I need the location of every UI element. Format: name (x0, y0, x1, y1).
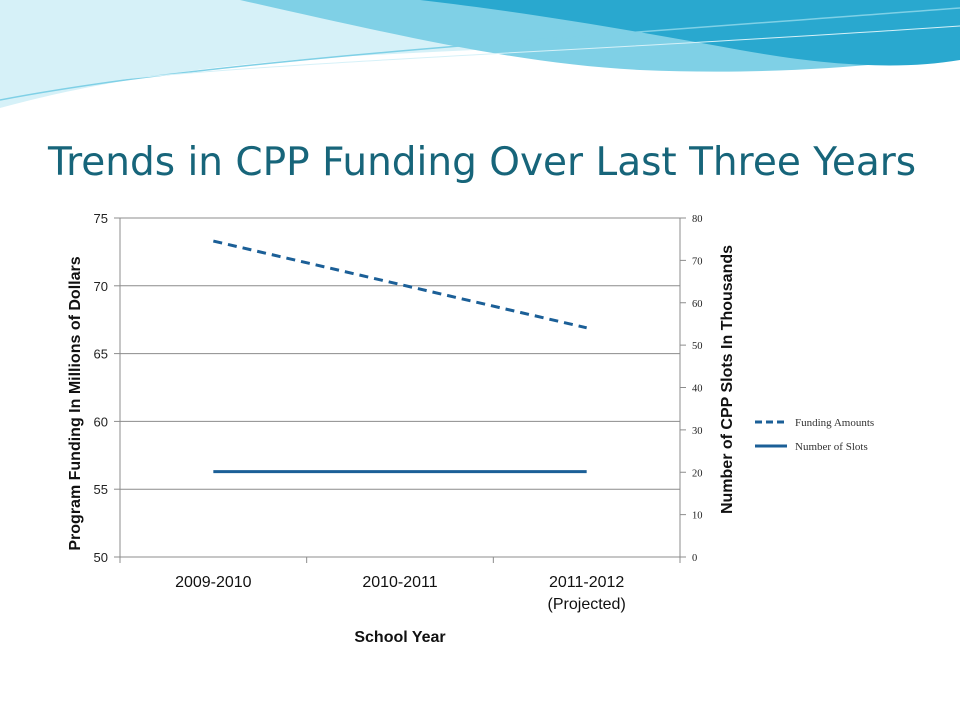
left-axis-tick-label: 70 (94, 279, 108, 294)
right-axis-tick-label: 10 (692, 511, 703, 522)
left-axis-tick-label: 60 (94, 414, 108, 429)
header-swoosh-decoration (0, 0, 960, 108)
right-axis-tick-label: 50 (692, 341, 703, 352)
right-axis-tick-label: 40 (692, 384, 703, 395)
x-axis-title: School Year (354, 629, 445, 646)
right-axis-tick-label: 60 (692, 299, 703, 310)
right-axis-tick-label: 20 (692, 468, 703, 479)
left-axis-tick-label: 50 (94, 550, 108, 565)
left-axis-tick-label: 75 (94, 211, 108, 226)
left-axis-tick-label: 65 (94, 347, 108, 362)
left-axis-tick-label: 55 (94, 482, 108, 497)
right-axis-tick-label: 80 (692, 214, 703, 225)
right-axis-title: Number of CPP Slots In Thousands (719, 245, 736, 514)
left-axis-title: Program Funding In Millions of Dollars (67, 256, 84, 550)
x-axis-category-label: 2011-2012 (Projected) (548, 574, 626, 613)
legend-label: Number of Slots (795, 441, 868, 453)
right-axis-tick-label: 70 (692, 256, 703, 267)
x-axis-category-label: 2010-2011 (362, 574, 437, 591)
right-axis-tick-label: 30 (692, 426, 703, 437)
series-line-funding-amounts (212, 239, 588, 330)
x-axis-category-label: 2009-2010 (175, 574, 252, 591)
slide-title: Trends in CPP Funding Over Last Three Ye… (48, 140, 917, 185)
legend-label: Funding Amounts (795, 417, 874, 429)
right-axis-tick-label: 0 (692, 553, 697, 564)
